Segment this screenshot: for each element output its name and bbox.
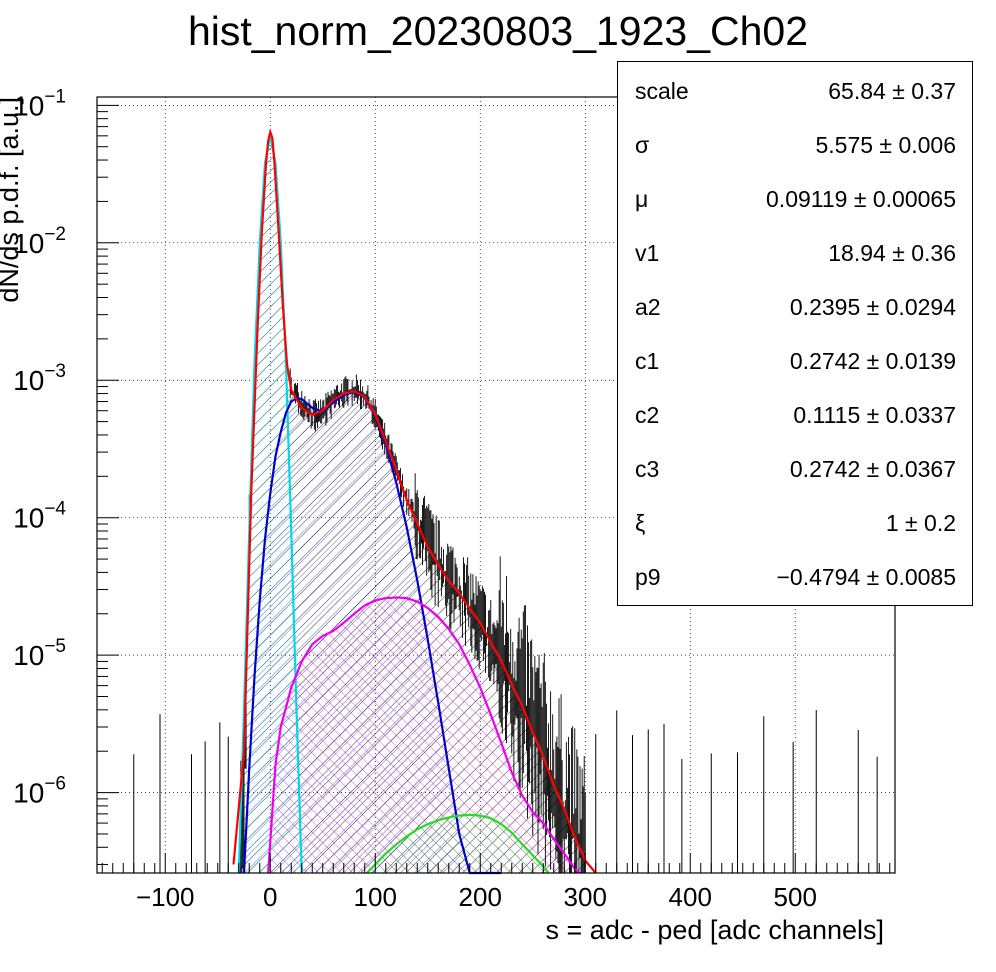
x-tick-label: 500 [774,882,817,912]
y-tick-exponent: −2 [44,224,66,245]
stats-param-value: 0.2742 ± 0.0367 [789,456,956,482]
x-tick-label: 400 [669,882,712,912]
y-tick-label: 10−6 [13,774,66,809]
stats-row: v1 18.94 ± 0.36 [618,240,972,280]
stats-row: c1 0.2742 ± 0.0139 [618,348,972,388]
x-tick-label: 200 [459,882,502,912]
stats-param-name: μ [635,186,649,212]
x-axis-label: s = adc - ped [adc channels] [546,915,884,945]
stats-param-value: 1 ± 0.2 [885,510,956,536]
chart-title: hist_norm_20230803_1923_Ch02 [187,8,809,54]
y-tick-label: 10−4 [13,499,66,534]
stats-param-name: a2 [635,294,661,320]
stats-row: ξ 1 ± 0.2 [618,510,972,550]
stats-param-name: c1 [635,348,660,374]
stats-param-value: 65.84 ± 0.37 [828,78,956,104]
fit-curve-0 [232,128,597,874]
stats-row: c3 0.2742 ± 0.0367 [618,456,972,496]
y-tick-label: 10−5 [13,636,66,671]
fit-curve-3 [267,596,581,874]
x-tick-label: 300 [564,882,607,912]
stats-param-value: 0.1115 ± 0.0337 [793,402,956,428]
y-tick-exponent: −3 [44,361,66,382]
y-tick-exponent: −5 [44,636,66,657]
stats-param-name: v1 [635,240,660,266]
stats-param-value: −0.4794 ± 0.0085 [776,564,956,590]
stats-row: p9 −0.4794 ± 0.0085 [618,564,972,604]
y-tick-exponent: −6 [44,774,66,795]
stats-row: c2 0.1115 ± 0.0337 [618,402,972,442]
stats-param-value: 0.2742 ± 0.0139 [789,348,956,374]
x-tick-label: 0 [263,882,277,912]
stats-param-value: 18.94 ± 0.36 [828,240,956,266]
y-tick-label: 10−3 [13,361,66,396]
x-tick-label: −100 [136,882,195,912]
stats-param-name: σ [635,132,650,158]
component-fills [238,133,586,874]
stats-param-name: c3 [635,456,660,482]
stats-row: μ 0.09119 ± 0.00065 [618,186,972,226]
stats-param-name: ξ [635,510,646,536]
stats-param-value: 0.09119 ± 0.00065 [766,186,956,212]
stats-param-name: c2 [635,402,660,428]
y-tick-exponent: −1 [44,86,66,107]
stats-param-value: 0.2395 ± 0.0294 [789,294,956,320]
fit-stats-box: scale 65.84 ± 0.37 σ 5.575 ± 0.006 μ 0.09119 … [617,61,973,606]
stats-row: scale 65.84 ± 0.37 [618,78,972,118]
y-axis-label: dN/ds p.d.f. [a.u.] [0,97,24,303]
x-tick-label: 100 [354,882,397,912]
y-tick-exponent: −4 [44,499,66,520]
stats-param-name: p9 [635,564,661,590]
fit-curve-4 [366,813,550,874]
stats-row: a2 0.2395 ± 0.0294 [618,294,972,334]
stats-param-name: scale [635,78,689,104]
fit-curve-2 [242,390,502,875]
stats-row: σ 5.575 ± 0.006 [618,132,972,172]
fit-curves [232,128,597,875]
series-fill-2 [244,392,502,873]
stats-param-value: 5.575 ± 0.006 [815,132,956,158]
